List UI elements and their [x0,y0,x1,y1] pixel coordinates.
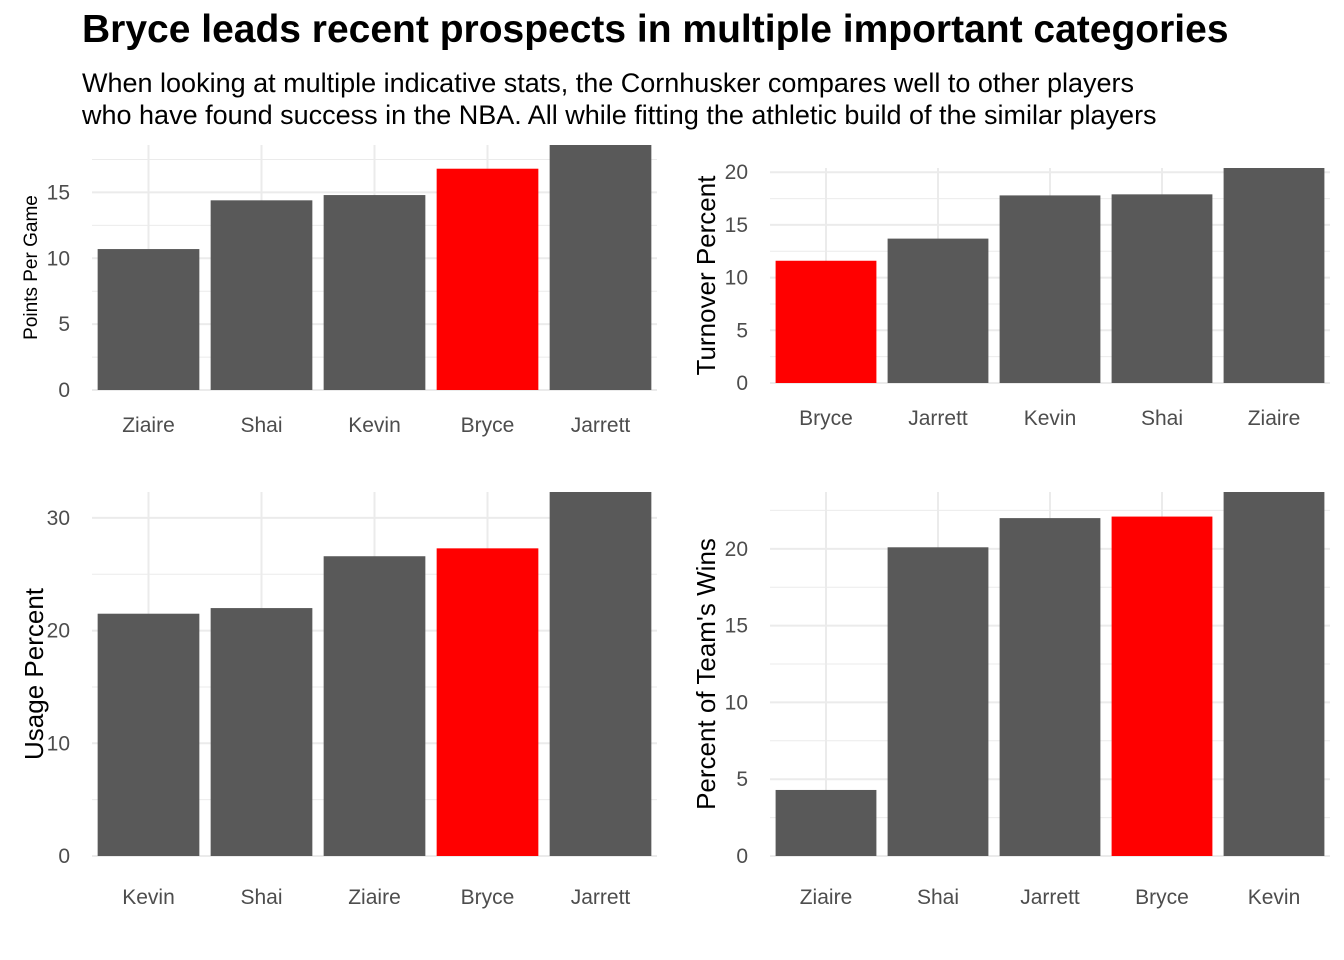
y-axis-label: Percent of Team's Wins [691,538,721,810]
chart-subtitle: When looking at multiple indicative stat… [82,67,1157,131]
bar-shai [887,547,989,856]
x-tick-label: Ziaire [800,886,853,909]
bar-bryce [436,548,539,856]
x-tick-label: Shai [917,886,959,909]
x-tick-label: Shai [1141,407,1183,430]
chart-panel-2: 0 5 10 15 20 Bryce Jarrett Kevin Shai Ziaire Turno… [691,161,1330,430]
y-tick-label: 5 [736,768,748,791]
subtitle-line-1: When looking at multiple indicative stat… [82,68,1134,98]
bar-jarrett [887,238,989,383]
x-tick-label: Bryce [461,414,515,437]
bar-jarrett [549,145,652,390]
y-axis-label: Turnover Percent [691,175,721,376]
y-tick-label: 10 [725,267,748,290]
y-tick-label: 10 [47,247,70,270]
y-axis-label: Points Per Game [21,195,42,340]
bar-shai [210,200,313,390]
x-tick-label: Jarrett [908,407,968,430]
x-tick-label: Shai [240,414,282,437]
x-tick-label: Jarrett [571,414,631,437]
y-tick-label: 20 [725,538,748,561]
y-tick-label: 0 [736,845,748,868]
x-tick-label: Kevin [1024,407,1077,430]
y-tick-label: 20 [47,620,70,643]
subtitle-line-2: who have found success in the NBA. All w… [82,100,1157,130]
bar-shai [1111,194,1213,383]
x-tick-label: Kevin [122,886,175,909]
bar-jarrett [999,518,1101,856]
y-tick-label: 15 [725,615,748,638]
chart-title: Bryce leads recent prospects in multiple… [82,8,1229,51]
bar-shai [210,608,313,856]
y-tick-label: 30 [47,507,70,530]
bar-bryce [775,260,877,383]
x-tick-label: Kevin [1248,886,1301,909]
y-tick-label: 5 [58,313,70,336]
bar-kevin [999,195,1101,383]
y-tick-label: 10 [725,691,748,714]
bar-ziaire [775,789,877,856]
bar-jarrett [549,492,652,856]
x-tick-label: Ziaire [122,414,175,437]
bar-ziaire [1223,168,1325,383]
y-tick-label: 0 [58,845,70,868]
x-tick-label: Shai [240,886,282,909]
x-tick-label: Ziaire [1248,407,1301,430]
bar-ziaire [323,556,426,856]
bar-bryce [1111,516,1213,856]
x-tick-label: Kevin [348,414,401,437]
chart-panel-3: 0 10 20 30 Kevin Shai Ziaire Bryce Jarrett Usage … [19,492,657,909]
y-tick-label: 0 [736,372,748,395]
bar-kevin [1223,492,1325,856]
x-tick-label: Bryce [799,407,853,430]
bar-bryce [436,168,539,390]
y-axis-label: Usage Percent [19,587,49,760]
x-tick-label: Jarrett [1020,886,1080,909]
x-tick-label: Ziaire [348,886,401,909]
y-tick-label: 10 [47,732,70,755]
x-tick-label: Jarrett [571,886,631,909]
chart-panel-4: 0 5 10 15 20 Ziaire Shai Jarrett Bryce Kevin Perce… [691,492,1330,909]
bar-ziaire [97,249,200,390]
bar-kevin [97,613,200,856]
bar-kevin [323,195,426,390]
chart-panel-1: 0 5 10 15 Ziaire Shai Kevin Bryce Jarrett Points … [21,145,657,437]
y-tick-label: 0 [58,379,70,402]
y-tick-label: 5 [736,319,748,342]
y-tick-label: 15 [725,214,748,237]
x-tick-label: Bryce [1135,886,1189,909]
y-tick-label: 15 [47,181,70,204]
y-tick-label: 20 [725,161,748,184]
x-tick-label: Bryce [461,886,515,909]
